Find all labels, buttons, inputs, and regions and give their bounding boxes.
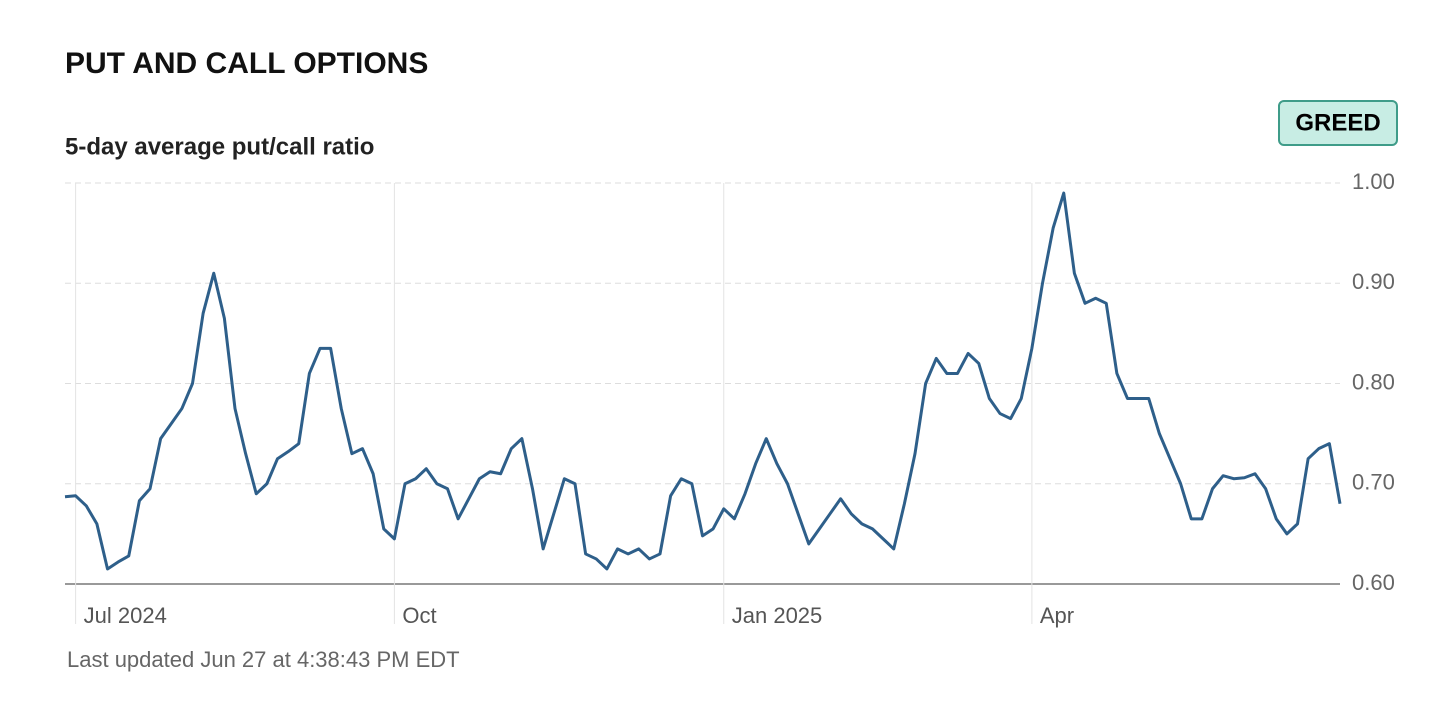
x-tick-label: Oct	[402, 603, 436, 628]
badge: GREED	[1295, 109, 1380, 136]
x-tick-label: Jul 2024	[84, 603, 167, 628]
line	[64, 191, 1342, 571]
title: PUT AND CALL OPTIONS	[65, 47, 428, 80]
footnote: Last updated Jun 27 at 4:38:43 PM EDT	[67, 647, 460, 672]
y-tick-label: 0.60	[1352, 570, 1395, 595]
subtitle: 5-day average put/call ratio	[65, 133, 374, 160]
y-tick-label: 0.70	[1352, 470, 1395, 495]
badge-box	[1278, 100, 1398, 146]
x-tick-label: Apr	[1040, 603, 1074, 628]
y-tick-label: 1.00	[1352, 169, 1395, 194]
x-tick-label: Jan 2025	[732, 603, 823, 628]
y-tick-label: 0.80	[1352, 369, 1395, 394]
y-tick-label: 0.90	[1352, 269, 1395, 294]
